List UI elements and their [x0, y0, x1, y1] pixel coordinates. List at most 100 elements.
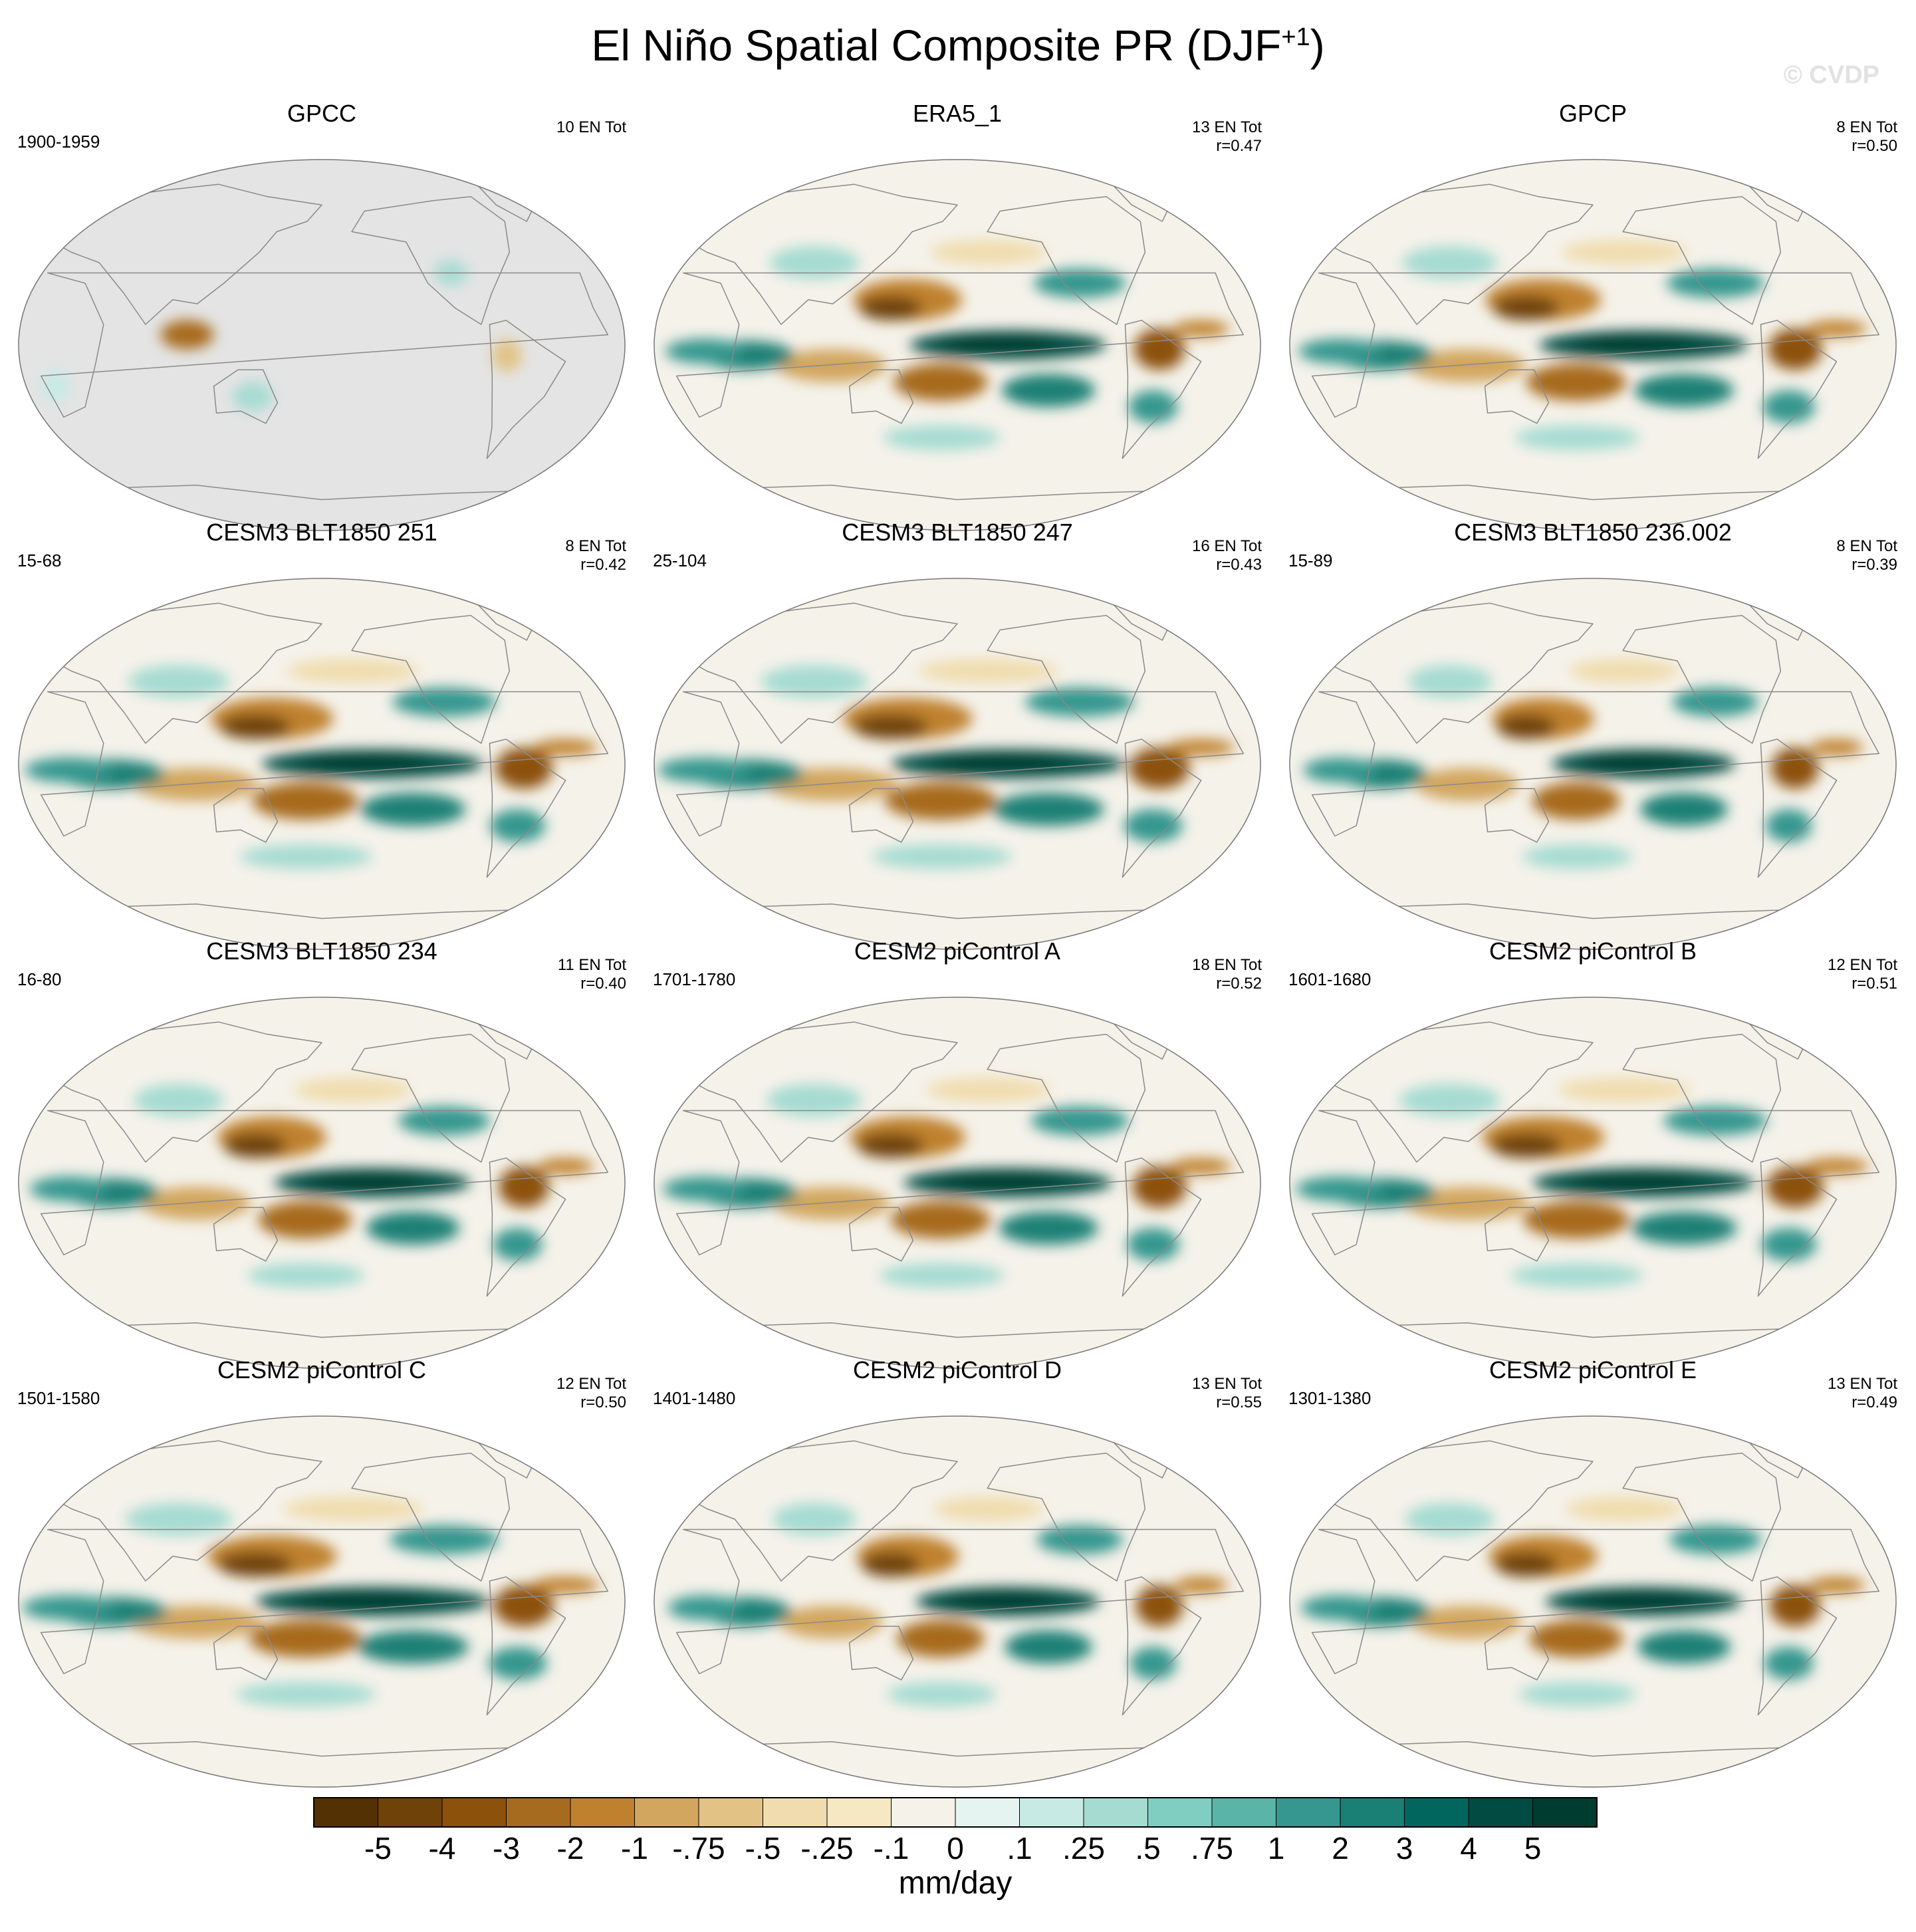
map — [1289, 578, 1897, 950]
anomaly-field — [1583, 753, 1687, 771]
anomaly-field — [662, 1176, 747, 1201]
coastline — [987, 196, 1146, 325]
anomaly-field — [1171, 1157, 1232, 1175]
panel-years: 15-68 — [17, 550, 62, 570]
anomaly-field — [25, 757, 114, 783]
anomaly-field — [1572, 1172, 1698, 1189]
anomaly-field — [940, 1172, 1058, 1189]
anomaly-field — [1172, 320, 1230, 337]
colorbar-tick-label: 4 — [1460, 1831, 1477, 1866]
anomaly-field — [1134, 328, 1185, 370]
panel-years: 1401-1480 — [653, 1388, 736, 1408]
anomaly-field — [498, 1166, 550, 1208]
coastline — [1324, 602, 1594, 744]
anomaly-field — [217, 1552, 293, 1577]
coastline — [1311, 691, 1880, 837]
anomaly-field — [933, 1496, 1044, 1522]
anomaly-field — [1132, 1166, 1187, 1208]
panel-years: 1301-1380 — [1288, 1388, 1372, 1408]
anomaly-field — [1762, 390, 1815, 423]
panel-pattern-correlation: r=0.50 — [1852, 137, 1897, 155]
anomaly-field — [258, 1201, 352, 1239]
anomaly-field — [1771, 747, 1819, 789]
watermark: © CVDP — [1783, 61, 1879, 89]
colorbar-swatch — [634, 1798, 699, 1827]
anomaly-field — [1766, 809, 1812, 842]
coastline — [1622, 1453, 1782, 1582]
coastline — [848, 788, 914, 843]
anomaly-field — [298, 1591, 430, 1608]
colorbar-swatch — [1532, 1798, 1598, 1827]
map-border — [654, 1415, 1261, 1788]
anomaly-field — [1411, 1606, 1522, 1639]
panel-stats: 18 EN Tot r=0.52 — [1192, 956, 1262, 993]
panel-title: CESM3 BLT1850 247 — [842, 519, 1073, 546]
coastline — [688, 183, 958, 325]
panel-title: CESM3 BLT1850 236.002 — [1454, 519, 1732, 546]
colorbar-tick-label: -.75 — [672, 1831, 725, 1866]
anomaly-field — [1526, 363, 1627, 401]
anomaly-field — [366, 1211, 460, 1245]
anomaly-field — [287, 658, 419, 684]
colorbar-swatch — [1084, 1798, 1148, 1827]
anomaly-field — [1576, 334, 1694, 352]
anomaly-field — [1405, 1503, 1495, 1536]
map — [1289, 1415, 1897, 1788]
colorbar-swatch — [955, 1798, 1020, 1827]
panel-stats: 13 EN Tot r=0.47 — [1192, 118, 1262, 156]
anomaly-field — [22, 1595, 117, 1620]
anomaly-field — [929, 239, 1048, 265]
anomaly-field — [853, 714, 928, 739]
coastline — [351, 1453, 511, 1582]
anomaly-field — [1124, 809, 1183, 842]
panel-title: CESM2 piControl C — [217, 1356, 427, 1384]
panel-en-count: 8 EN Tot — [1836, 118, 1897, 136]
coastline — [486, 739, 566, 878]
panel-stats: 8 EN Tot r=0.42 — [565, 537, 626, 574]
anomaly-field — [1401, 246, 1498, 279]
anomaly-field — [1579, 1591, 1691, 1608]
coastline — [848, 1626, 914, 1681]
coastline — [73, 1741, 570, 1787]
anomaly-field — [1558, 1077, 1691, 1103]
colorbar-tick-label: -2 — [557, 1831, 584, 1866]
anomaly-field — [872, 844, 1012, 870]
map — [18, 1415, 626, 1788]
anomaly-field — [1760, 1228, 1817, 1261]
anomaly-field — [884, 782, 997, 820]
map-border — [1289, 997, 1897, 1369]
colorbar-tick-label: 5 — [1524, 1831, 1542, 1866]
anomaly-field — [773, 1187, 891, 1220]
anomaly-field — [896, 1620, 985, 1657]
map-panel: CESM2 piControl C 1501-1580 12 EN Tot r=0.5… — [4, 1356, 640, 1788]
map-border — [1289, 159, 1897, 531]
figure-title: El Niño Spatial Composite PR (DJF+1) — [591, 21, 1325, 70]
panel-title: CESM3 BLT1850 251 — [206, 519, 437, 546]
anomaly-field — [658, 757, 753, 783]
colorbar-swatch — [1469, 1798, 1533, 1827]
anomaly-field — [134, 1084, 224, 1117]
anomaly-field — [1766, 1166, 1824, 1208]
coastline — [40, 691, 609, 837]
map-panel: CESM3 BLT1850 247 25-104 16 EN Tot r=0.43 — [640, 519, 1275, 950]
panel-pattern-correlation: r=0.47 — [1216, 137, 1262, 155]
panel-years: 1701-1780 — [653, 969, 736, 989]
coastline — [1344, 485, 1842, 531]
map — [18, 159, 626, 531]
panel-years: 1900-1959 — [17, 132, 100, 152]
anomaly-field — [779, 1606, 884, 1639]
map — [654, 1415, 1261, 1788]
coastline — [1311, 1110, 1880, 1256]
coastline — [675, 1110, 1245, 1256]
colorbar-tick-label: -.1 — [874, 1831, 909, 1866]
panel-pattern-correlation: r=0.55 — [1216, 1393, 1262, 1411]
coastline — [1484, 1626, 1550, 1681]
coastline — [688, 602, 958, 744]
panel-en-count: 8 EN Tot — [565, 537, 626, 555]
colorbar-tick-label: 0 — [947, 1831, 964, 1866]
anomaly-field — [886, 1681, 997, 1707]
colorbar-swatch — [1147, 1798, 1213, 1827]
coastline — [1311, 272, 1880, 418]
anomaly-field — [1764, 1647, 1814, 1680]
panel-pattern-correlation: r=0.50 — [580, 1393, 626, 1411]
